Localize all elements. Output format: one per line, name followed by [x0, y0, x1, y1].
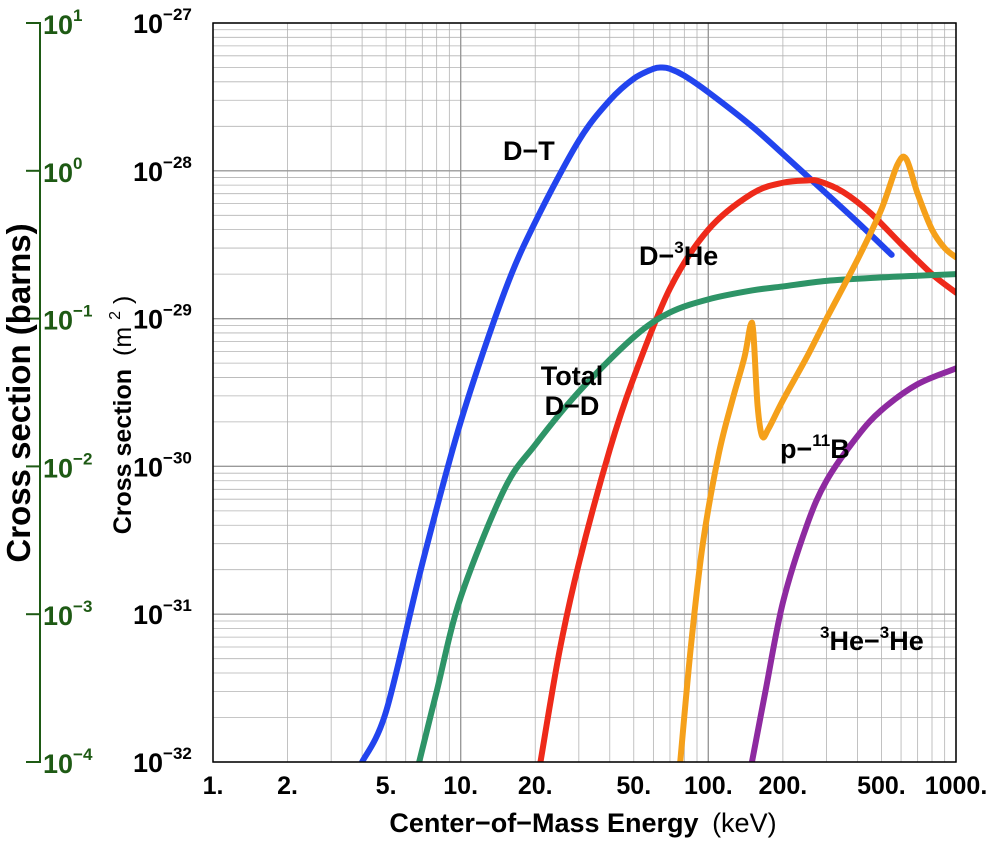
plot-frame: [212, 22, 957, 763]
y-tick-label: 10−30: [133, 448, 192, 482]
barns-tick-label: 100: [43, 154, 83, 188]
series-label-dhe3: D−3He: [639, 238, 718, 271]
x-tick-label: 100.: [684, 772, 733, 800]
y-axis-title-unit-open: (m: [109, 327, 137, 356]
series-line-dd: [416, 271, 956, 762]
barns-axis: 10−4 10−3 10−2 10−1 100 101: [26, 6, 93, 779]
y-tick-label: 10−28: [133, 153, 192, 187]
tick-labels: 1. 2. 5. 10. 20. 50. 100. 200. 500. 1000. 10−32 10−…: [133, 5, 987, 800]
series-line-dt: [359, 64, 895, 762]
x-tick-label: 500.: [857, 772, 906, 800]
barns-axis-title: Cross section (barns): [0, 223, 37, 562]
x-axis-title-unit: (keV): [712, 808, 777, 838]
x-tick-label: 1.: [203, 772, 224, 800]
y-tick-label: 10−27: [133, 5, 192, 39]
series-line-pb11: [677, 153, 956, 762]
y-axis-title: Cross section (m 2 ): [98, 296, 137, 535]
series-line-he3he3: [748, 365, 956, 762]
series-line-dhe3: [537, 177, 956, 762]
x-axis-title: Center−of−Mass Energy (keV): [389, 808, 776, 838]
barns-tick-label: 101: [43, 6, 83, 40]
x-tick-label: 20.: [518, 772, 553, 800]
y-tick-label: 10−31: [133, 596, 192, 630]
x-tick-label: 50.: [616, 772, 651, 800]
series-label-dt: D−T: [503, 136, 555, 166]
series-layer: [359, 64, 956, 762]
y-axis-title-main: Cross section: [109, 369, 137, 534]
x-tick-label: 2.: [277, 772, 298, 800]
series-label-he3he3: 3He−3He: [820, 623, 924, 656]
y-axis-title-unit-exp: 2: [107, 311, 124, 320]
y-axis-title-unit-close: ): [109, 296, 137, 304]
barns-tick-label: 10−4: [43, 745, 93, 779]
minor-gridlines: [213, 23, 956, 762]
series-label-dd: Total D−D: [541, 361, 604, 421]
x-tick-label: 1000.: [925, 772, 988, 800]
barns-tick-label: 10−1: [43, 302, 92, 336]
series-label-pb11: p−11B: [780, 431, 850, 464]
x-tick-label: 200.: [759, 772, 808, 800]
x-tick-label: 10.: [443, 772, 478, 800]
y-tick-label: 10−32: [133, 744, 192, 778]
barns-tick-label: 10−3: [43, 597, 92, 631]
barns-tick-label: 10−2: [43, 449, 92, 483]
y-tick-label: 10−29: [133, 301, 192, 335]
x-axis-title-main: Center−of−Mass Energy: [389, 808, 698, 838]
x-tick-label: 5.: [376, 772, 397, 800]
series-labels: D−T D−3He Total D−D p−11B 3He−3He: [503, 136, 924, 656]
